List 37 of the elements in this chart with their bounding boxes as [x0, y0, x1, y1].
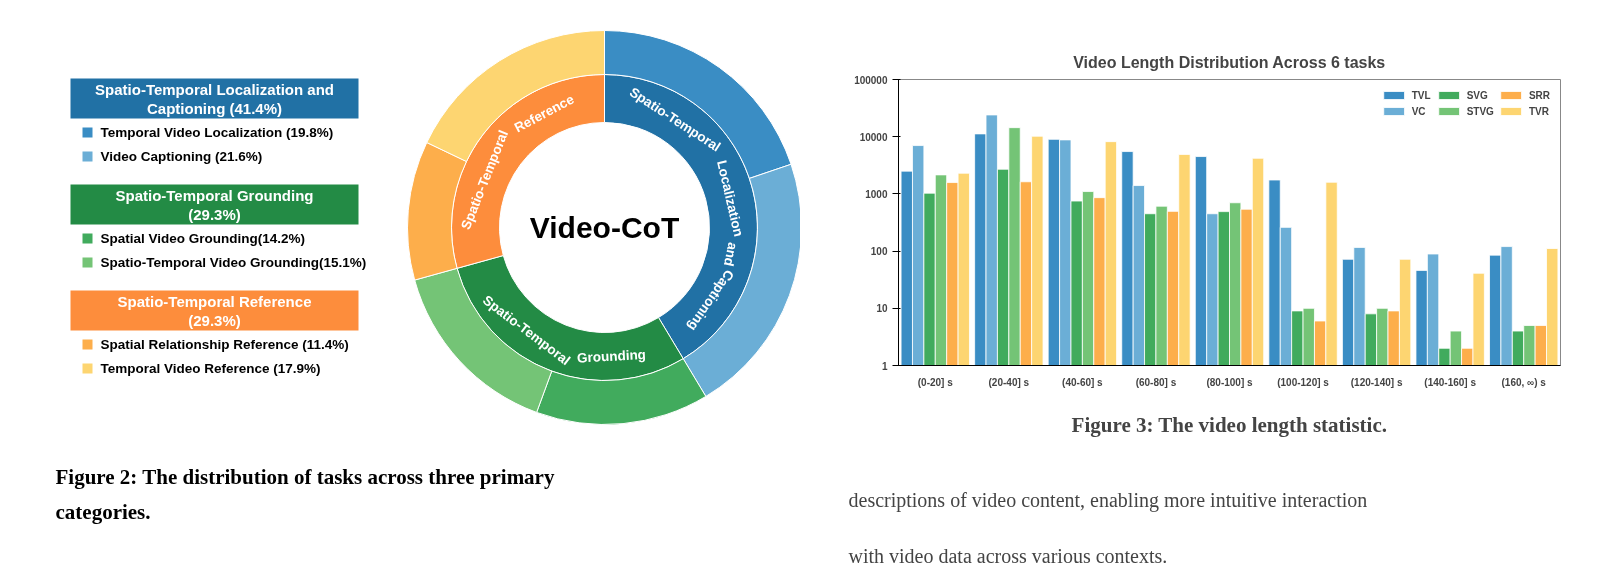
- legend-label: Spatial Relationship Reference (11.4%): [100, 337, 349, 352]
- text: (29.3%): [188, 312, 241, 329]
- text: (29.3%): [188, 206, 241, 223]
- x-tick-label: (20-40] s: [988, 376, 1030, 388]
- legend-label: TVR: [1528, 105, 1549, 117]
- legend-label: Temporal Video Localization (19.8%): [100, 125, 334, 140]
- x-tick-label: (60-80] s: [1135, 376, 1177, 388]
- y-tick-label: 1: [881, 360, 888, 372]
- legend-label: TVL: [1411, 89, 1432, 101]
- x-tick-label: (140-160] s: [1424, 376, 1477, 388]
- x-tick-label: (100-120] s: [1277, 376, 1330, 388]
- text: Video-CoT: [529, 211, 680, 244]
- legend-label: Video Captioning (21.6%): [100, 149, 263, 164]
- chart-title: Video Length Distribution Across 6 tasks: [1073, 53, 1386, 71]
- x-tick-label: (40-60] s: [1062, 376, 1104, 388]
- caption: Figure 2: The distribution of tasks across three primary categories.: [55, 464, 555, 524]
- x-tick-label: (0-20] s: [917, 376, 954, 388]
- legend-label: STVG: [1466, 105, 1494, 117]
- legend-label: Spatio-Temporal Video Grounding(15.1%): [100, 255, 367, 270]
- x-tick-label: (160, ∞) s: [1501, 376, 1547, 388]
- y-tick-label: 1000: [865, 188, 888, 200]
- y-tick-label: 100000: [854, 74, 888, 86]
- text: Spatio-Temporal Reference: [117, 293, 312, 310]
- legend-label: Temporal Video Reference (17.9%): [100, 361, 321, 376]
- legend-label: SVG: [1466, 89, 1488, 101]
- x-tick-label: (80-100] s: [1206, 376, 1254, 388]
- x-tick-label: (120-140] s: [1350, 376, 1403, 388]
- legend-label: SRR: [1528, 89, 1550, 101]
- y-tick-label: 10000: [859, 131, 888, 143]
- text: Spatio-Temporal Localization and Captioning (41.4%): [95, 81, 334, 117]
- caption: Figure 3: The video length statistic.: [1071, 412, 1388, 437]
- legend-label: VC: [1411, 105, 1427, 117]
- text: Spatio-Temporal Grounding: [115, 187, 314, 204]
- y-tick-label: 100: [870, 246, 888, 258]
- legend-label: Spatial Video Grounding(14.2%): [100, 231, 306, 246]
- text: descriptions of video content, enabling more intuitive interaction with video data across various contexts.: [848, 488, 1368, 567]
- y-tick-label: 10: [876, 303, 888, 315]
